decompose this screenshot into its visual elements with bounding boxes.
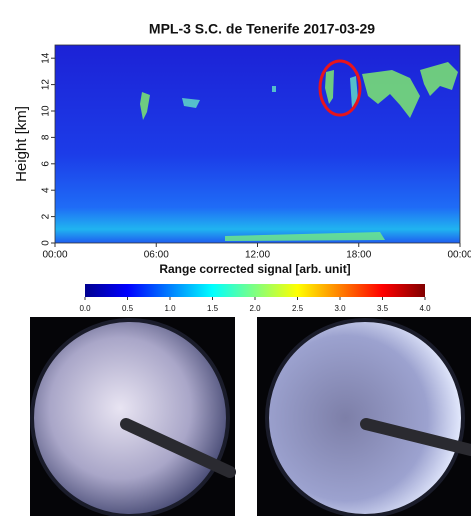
highlight-circle: [318, 59, 362, 117]
x-tick-label: 00:00: [447, 250, 471, 261]
sky-photo-left: [30, 317, 236, 518]
y-tick-label: 14: [41, 52, 52, 64]
y-tick-label: 12: [41, 79, 52, 91]
x-tick-label: 00:00: [42, 250, 67, 261]
chart-title: MPL-3 S.C. de Tenerife 2017-03-29: [149, 21, 375, 37]
y-tick-label: 4: [41, 187, 52, 193]
colorbar-tick-label: 2.5: [292, 304, 304, 313]
colorbar-tick-label: 0.5: [122, 304, 134, 313]
y-axis-label: Height [km]: [13, 106, 30, 182]
x-tick-label: 12:00: [245, 250, 270, 261]
y-tick-label: 6: [41, 161, 52, 167]
colorbar-tick-label: 3.5: [377, 304, 389, 313]
x-tick-label: 06:00: [144, 250, 169, 261]
colorbar-tick-label: 3.0: [334, 304, 346, 313]
y-tick-label: 2: [41, 213, 52, 219]
colorbar: [85, 284, 425, 297]
y-tick-label: 0: [41, 240, 52, 246]
y-tick-label: 8: [41, 134, 52, 140]
x-tick-label: 18:00: [346, 250, 371, 261]
y-tick-label: 10: [41, 105, 52, 117]
colorbar-tick-label: 1.0: [164, 304, 176, 313]
colorbar-tick-label: 1.5: [207, 304, 219, 313]
sky-photo-right: [257, 317, 471, 518]
colorbar-label: Range corrected signal [arb. unit]: [159, 262, 350, 276]
colorbar-tick-label: 2.0: [249, 304, 261, 313]
heatmap-features: [140, 62, 458, 241]
colorbar-tick-label: 4.0: [419, 304, 431, 313]
colorbar-tick-label: 0.0: [79, 304, 91, 313]
